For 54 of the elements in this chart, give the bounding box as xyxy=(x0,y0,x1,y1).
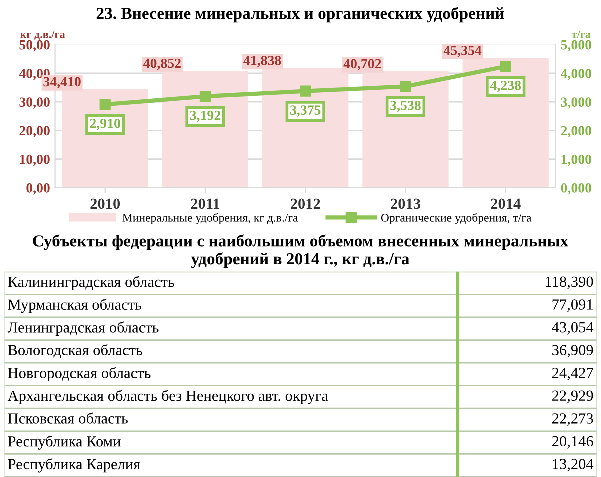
data-label: 40,852 xyxy=(144,58,181,70)
x-tick-label: 2011 xyxy=(191,198,220,210)
data-label: 40,702 xyxy=(344,59,382,71)
y-axis-title: кг д.в./га xyxy=(20,30,66,40)
y2-tick-label: 1,000 xyxy=(562,154,592,166)
x-tick-label: 2010 xyxy=(90,198,120,210)
point xyxy=(500,61,512,72)
data-label: 45,354 xyxy=(444,46,482,58)
x-tick-label: 2013 xyxy=(391,198,420,210)
text: 118,390 xyxy=(546,276,594,290)
category-label: Республика Коми xyxy=(8,436,121,450)
y-tick-label: 0,00 xyxy=(26,184,50,195)
data-label: 4,238 xyxy=(490,80,522,92)
y-tick-label: 20,00 xyxy=(20,126,50,138)
category-label: Вологодская область xyxy=(8,344,143,358)
legend-label: Органические удобрения, т/га xyxy=(381,213,532,224)
text: 22,273 xyxy=(552,414,594,426)
y2-axis-title: т/га xyxy=(572,30,591,38)
data-label: 41,838 xyxy=(244,56,282,68)
category-label: Калининградская область xyxy=(8,276,174,290)
legend-label: Минеральные удобрения, кг д.в./га xyxy=(122,213,298,224)
y-tick-label: 30,00 xyxy=(20,98,50,110)
y2-tick-label: 5,000 xyxy=(561,40,592,52)
text: 13,204 xyxy=(553,459,594,472)
category-label: Мурманская область xyxy=(8,298,142,314)
y2-tick-label: 2,000 xyxy=(561,126,592,138)
category-label: Республика Карелия xyxy=(8,458,140,473)
text: Субъекты федерации с наибольшим объемом внесенных минеральных удобрений в 2014 г., кг д.в./га xyxy=(33,234,569,268)
point xyxy=(300,86,312,97)
point xyxy=(100,99,111,110)
text: 77,091 xyxy=(552,300,593,312)
x-tick-label: 2012 xyxy=(290,198,320,210)
category-label: Архангельская область без Ненецкого авт. округа xyxy=(8,390,328,404)
category-label: Ленинградская область xyxy=(8,322,159,336)
category-label: Псковская область xyxy=(8,412,128,424)
data-label: 2,910 xyxy=(90,118,120,130)
y2-tick-label: 3,000 xyxy=(561,98,592,110)
y-tick-label: 50,00 xyxy=(20,40,50,52)
y2-tick-label: 4,000 xyxy=(560,69,592,80)
data-label: 3,538 xyxy=(390,100,421,112)
x-tick-label: 2014 xyxy=(491,198,521,210)
data-label: 3,192 xyxy=(190,110,221,122)
text: 36,909 xyxy=(552,345,594,358)
chart-title: 23. Внесение минеральных и органических удобрений xyxy=(96,7,504,23)
text: 24,427 xyxy=(552,368,594,380)
text: 20,146 xyxy=(552,436,594,449)
y2-tick-label: 0,000 xyxy=(561,184,592,195)
text: 43,054 xyxy=(552,322,594,335)
data-label: 3,375 xyxy=(290,106,321,118)
point xyxy=(200,91,212,102)
y-tick-label: 10,00 xyxy=(20,154,50,166)
text: 22,929 xyxy=(552,390,594,404)
category-label: Новгородская область xyxy=(8,367,151,382)
point xyxy=(400,81,412,92)
